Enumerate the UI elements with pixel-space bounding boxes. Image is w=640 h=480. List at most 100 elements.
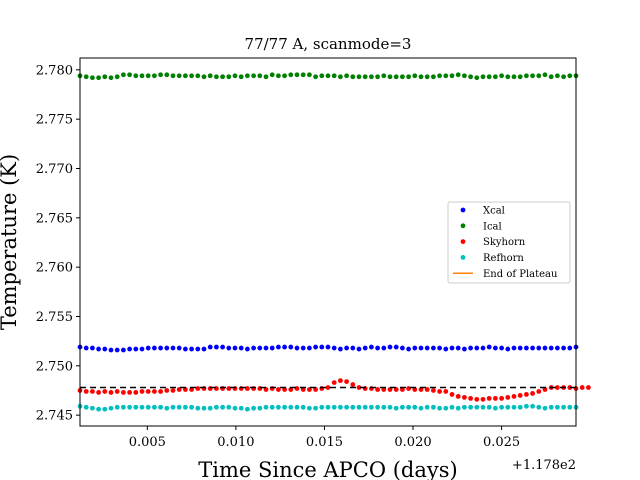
- data-point: [424, 404, 430, 410]
- data-point: [443, 73, 449, 79]
- data-point: [232, 405, 238, 411]
- data-point: [437, 345, 442, 351]
- data-point: [170, 73, 176, 79]
- y-axis-label: Temperature (K): [0, 154, 21, 330]
- data-point: [480, 345, 486, 351]
- data-point: [393, 344, 399, 350]
- y-tick-label: 2.765: [36, 211, 73, 226]
- data-point: [387, 344, 393, 350]
- data-point: [412, 404, 418, 410]
- data-point: [313, 74, 318, 80]
- data-point: [350, 404, 356, 410]
- data-point: [567, 73, 573, 79]
- data-point: [350, 74, 356, 80]
- data-point: [344, 345, 349, 351]
- y-tick-label: 2.775: [36, 113, 73, 128]
- data-point: [108, 405, 114, 411]
- data-point: [406, 404, 411, 410]
- data-point: [189, 404, 195, 410]
- data-point: [511, 394, 517, 399]
- data-point: [530, 391, 535, 396]
- data-point: [195, 346, 201, 352]
- data-point: [486, 404, 492, 410]
- data-point: [530, 403, 535, 409]
- data-point: [251, 405, 256, 411]
- data-point: [400, 387, 405, 392]
- data-point: [183, 73, 188, 79]
- data-point: [517, 404, 523, 410]
- data-point: [530, 73, 535, 79]
- data-point: [195, 405, 201, 411]
- data-point: [505, 346, 511, 352]
- data-point: [108, 75, 114, 81]
- data-point: [561, 404, 566, 410]
- x-axis-offset-label: +1.178e2: [512, 458, 576, 473]
- data-point: [561, 345, 566, 351]
- data-point: [350, 345, 356, 351]
- data-point: [555, 345, 560, 351]
- data-point: [300, 345, 306, 351]
- data-point: [338, 346, 343, 352]
- data-point: [164, 388, 170, 393]
- data-point: [418, 74, 424, 80]
- data-point: [201, 74, 207, 80]
- data-point: [579, 385, 585, 390]
- data-point: [393, 387, 399, 392]
- data-point: [437, 73, 442, 79]
- series-xcal: [77, 344, 579, 353]
- data-point: [102, 74, 108, 80]
- data-point: [362, 404, 368, 410]
- data-point: [83, 389, 89, 394]
- data-point: [474, 396, 480, 402]
- data-point: [257, 73, 263, 79]
- data-point: [164, 72, 170, 78]
- data-point: [207, 344, 213, 350]
- data-point: [152, 73, 157, 79]
- data-point: [443, 346, 449, 352]
- data-point: [431, 404, 436, 410]
- data-point: [455, 394, 461, 399]
- data-point: [176, 345, 182, 351]
- data-point: [238, 74, 244, 80]
- data-point: [232, 345, 238, 351]
- data-point: [561, 74, 566, 80]
- data-point: [251, 73, 256, 79]
- data-point: [133, 73, 139, 79]
- data-point: [152, 404, 157, 410]
- data-point: [307, 345, 312, 351]
- data-point: [207, 405, 213, 411]
- data-point: [356, 385, 362, 390]
- data-point: [108, 347, 114, 353]
- data-point: [121, 390, 126, 395]
- data-point: [331, 345, 337, 351]
- data-point: [263, 387, 269, 392]
- data-point: [462, 404, 467, 410]
- data-point: [400, 74, 405, 80]
- data-point: [325, 385, 331, 390]
- data-point: [449, 404, 455, 410]
- data-point: [288, 404, 294, 410]
- data-point: [152, 345, 157, 351]
- data-point: [431, 74, 436, 80]
- data-point: [462, 394, 467, 400]
- data-point: [480, 404, 486, 410]
- x-tick-label: 0.025: [483, 435, 520, 450]
- data-point: [468, 395, 473, 401]
- data-point: [83, 404, 89, 410]
- data-point: [381, 387, 387, 392]
- data-point: [548, 404, 554, 410]
- data-point: [431, 388, 436, 393]
- data-point: [536, 73, 542, 79]
- data-point: [276, 387, 281, 392]
- data-point: [393, 74, 399, 80]
- data-point: [455, 405, 461, 411]
- x-axis-label: Time Since APCO (days): [198, 458, 457, 480]
- data-point: [567, 404, 573, 410]
- data-point: [245, 386, 250, 391]
- data-point: [139, 73, 145, 79]
- data-point: [406, 346, 411, 352]
- data-point: [214, 404, 219, 410]
- data-point: [307, 405, 312, 411]
- data-point: [245, 73, 250, 79]
- data-point: [257, 405, 263, 411]
